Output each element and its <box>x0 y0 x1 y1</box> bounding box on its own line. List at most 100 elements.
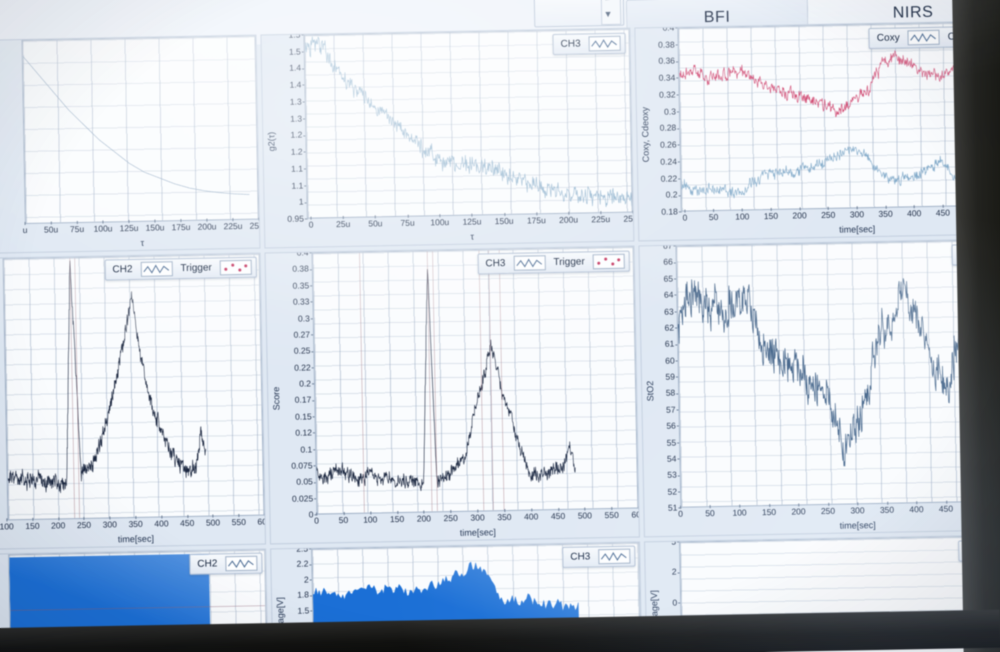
x-tick-label: 250 <box>76 519 92 531</box>
y-tick-label: 1.1 <box>291 180 304 191</box>
y-tick-label: 0.3 <box>297 312 310 324</box>
trace-ch2 <box>22 37 257 223</box>
y-tick-label: 67 <box>662 240 673 251</box>
panel-score-ch3: Score 0.4 0.38 0.35 0.33 0.3 0.27 0.25 0.22 0.2 0… <box>264 245 640 545</box>
x-tick-label: 250u <box>623 213 634 223</box>
scroll-down-icon[interactable]: ▼ <box>603 8 613 19</box>
waveform-icon[interactable] <box>598 548 631 565</box>
y-tick-label: 56 <box>666 420 676 431</box>
y-tick-label: 62 <box>664 322 675 333</box>
x-tick-label: 125u <box>119 222 139 234</box>
x-tick-label: 200u <box>197 221 217 232</box>
y-tick-label: 0.3 <box>664 106 677 117</box>
x-tick-label: 75u <box>400 217 415 228</box>
x-tick-label: 150 <box>761 506 777 518</box>
y-axis-ticks: 0.4 0.38 0.35 0.33 0.3 0.27 0.25 0.22 0.2 0.17 0.1… <box>282 247 317 520</box>
x-tick-label: 225u <box>223 220 243 232</box>
waveform-icon[interactable] <box>907 29 940 46</box>
plot-area[interactable]: CH3 Trigger <box>311 246 639 515</box>
y-tick-label: 0.18 <box>661 206 678 217</box>
y-tick-label: 0.2 <box>665 189 678 200</box>
y-tick-label: 1.1 <box>291 163 304 174</box>
y-tick-label: 0.34 <box>658 72 676 83</box>
y-tick-label: 61 <box>664 338 675 349</box>
x-tick-label: 25u <box>335 218 351 230</box>
x-tick-label: 150 <box>763 210 779 222</box>
x-tick-label: 250 <box>443 512 458 524</box>
x-tick-label: 550 <box>231 516 246 528</box>
waveform-icon[interactable] <box>513 255 546 271</box>
y-tick-label: 0.15 <box>294 411 312 422</box>
x-tick-label: 250 <box>820 505 836 517</box>
x-tick-label: 300 <box>850 505 865 516</box>
y-tick-label: 2.2 <box>296 558 309 570</box>
legend-ch3-trigger[interactable]: CH3 Trigger <box>477 250 630 275</box>
x-tick-label: 300 <box>849 209 865 220</box>
y-tick-label: 0 <box>308 509 314 520</box>
y-tick-label: 0.38 <box>292 263 309 275</box>
y-tick-label: 0.05 <box>296 476 313 487</box>
y-tick-label: 0.17 <box>294 394 312 406</box>
legend-label: CH2 <box>197 558 218 570</box>
y-tick-label: 0.22 <box>660 172 678 184</box>
x-tick-label: 50u <box>368 218 383 229</box>
y-axis-ticks: 1.5 1.5 1.4 1.4 1.3 1.3 1.2 1.2 1.1 1.1 1 0.95 <box>277 30 306 224</box>
legend-ch2-trigger[interactable]: CH2 Trigger <box>104 256 257 281</box>
waveform-icon[interactable] <box>588 35 621 52</box>
plot-area[interactable]: CH2 Trigger <box>2 253 265 521</box>
scatter-icon[interactable] <box>219 259 252 276</box>
legend-label: CH3 <box>560 38 581 50</box>
y-tick-label: 58 <box>665 387 676 399</box>
trace-coxy-cdeox <box>678 22 1000 210</box>
y-tick-label: 63 <box>664 306 674 317</box>
x-tick-label: 500 <box>205 517 221 528</box>
y-tick-label: 0.24 <box>660 156 677 167</box>
plot-area[interactable]: StO₂ <box>675 239 1000 508</box>
y-tick-label: 0.025 <box>291 493 314 504</box>
y-tick-label: 1.4 <box>289 79 302 90</box>
y-tick-label: 57 <box>665 404 676 415</box>
y-tick-label: 2.5 <box>296 543 309 554</box>
x-tick-label: 450 <box>938 503 954 514</box>
y-tick-label: 0 <box>672 597 678 608</box>
x-tick-label: 150u <box>494 215 514 227</box>
scroll-container: ▲ ▼ <box>533 0 625 28</box>
plot-area[interactable]: CH3 <box>303 28 633 219</box>
legend-ch3[interactable]: CH3 <box>552 32 626 56</box>
panel-score-ch2: CH2 Trigger <box>0 252 267 550</box>
plot-area[interactable]: Coxy Cdeox <box>677 21 1000 212</box>
y-tick-label: 55 <box>666 437 677 448</box>
y-tick-label: 60 <box>665 355 675 366</box>
vertical-scrollbar[interactable]: ▲ ▼ <box>599 0 622 26</box>
x-tick-label: 400 <box>909 504 924 515</box>
y-tick-label: 0.1 <box>300 443 313 455</box>
x-tick-label: 225u <box>591 213 611 225</box>
x-tick-label: 0 <box>682 212 688 223</box>
waveform-icon[interactable] <box>140 261 173 277</box>
panel-nirs-coxy: Coxy, Cdeoxy 0.4 0.38 0.36 0.34 0.32 0.3 0.28 0… <box>634 20 1000 242</box>
scroll-up-icon[interactable]: ▲ <box>599 0 617 4</box>
x-tick-label: 600 <box>257 516 266 526</box>
x-tick-label: 400 <box>907 208 922 219</box>
x-tick-label: u <box>22 224 28 236</box>
legend-ch2[interactable]: CH2 <box>189 552 263 575</box>
x-tick-label: 450 <box>935 207 951 218</box>
y-tick-label: 1.2 <box>290 146 303 157</box>
y-tick-label: 0.27 <box>293 329 311 340</box>
scatter-icon[interactable] <box>592 253 625 270</box>
x-tick-label: 600 <box>631 509 640 519</box>
x-tick-label: 250 <box>821 209 836 221</box>
x-tick-label: 300 <box>470 512 485 523</box>
x-tick-label: 200 <box>791 506 806 517</box>
waveform-icon[interactable] <box>225 555 258 572</box>
y-tick-label: 1.5 <box>297 605 310 616</box>
legend-ch3[interactable]: CH3 <box>562 545 636 568</box>
y-tick-label: 0.38 <box>658 39 675 50</box>
x-tick-label: 125u <box>462 216 482 227</box>
y-tick-label: 0.26 <box>659 139 677 150</box>
y-axis-ticks: 0.4 0.38 0.36 0.34 0.32 0.3 0.28 0.26 0.24 0.22 0.… <box>651 22 680 216</box>
plot-area[interactable]: CH2 <box>21 35 259 225</box>
x-tick-label: 250u <box>249 220 260 230</box>
